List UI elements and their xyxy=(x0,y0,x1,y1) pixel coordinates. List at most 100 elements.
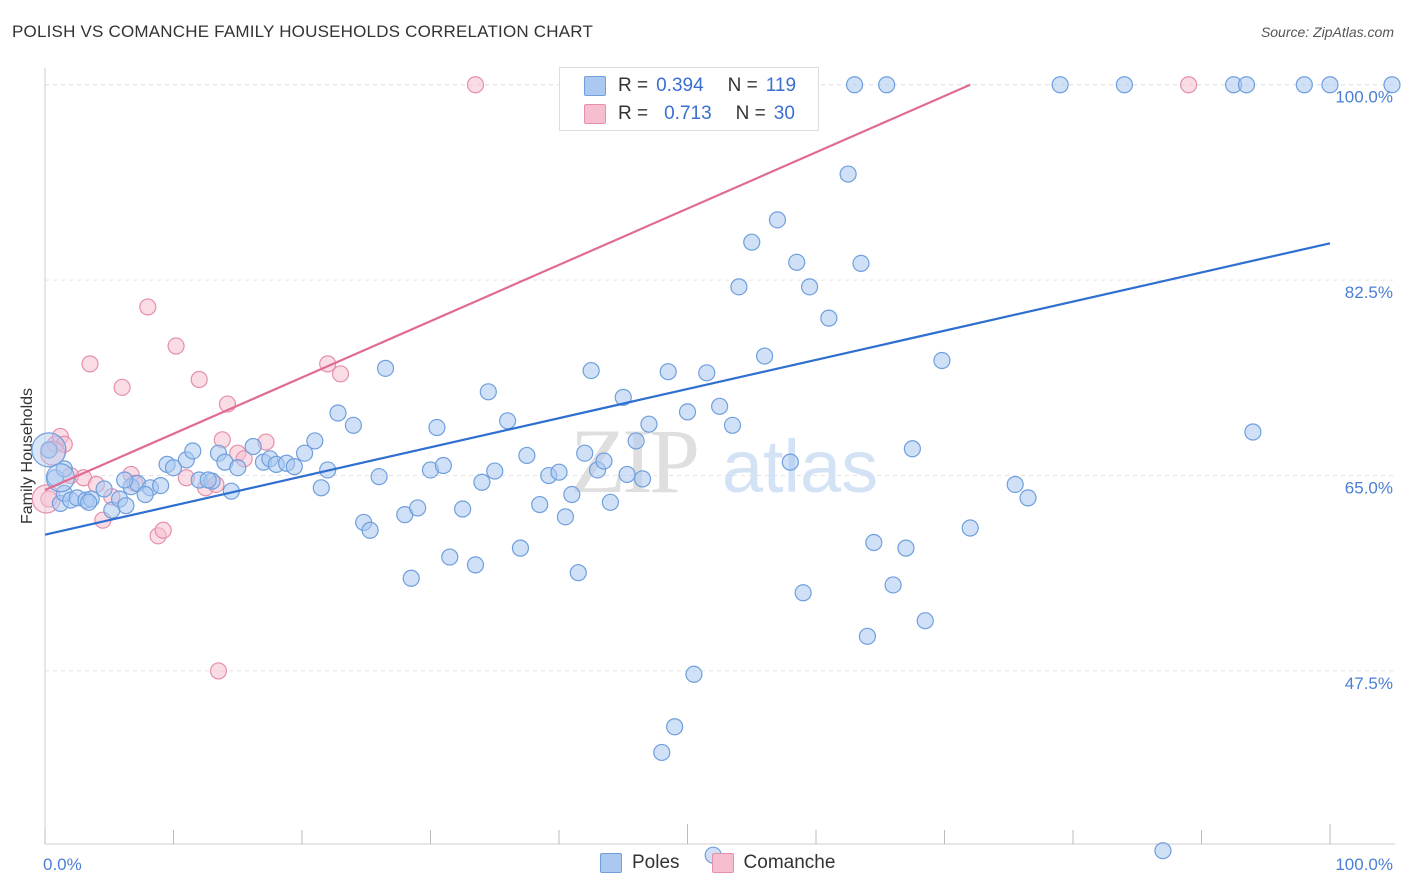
y-tick-label: 65.0% xyxy=(1345,479,1393,498)
poles-point xyxy=(473,473,491,491)
poles-point xyxy=(1115,76,1134,94)
poles-point xyxy=(1154,842,1172,860)
poles-point xyxy=(556,508,575,526)
poles-point xyxy=(117,497,135,515)
legend-item-poles[interactable]: Poles xyxy=(600,852,680,874)
poles-point xyxy=(306,432,324,450)
poles-point xyxy=(601,493,620,511)
comanche-points xyxy=(31,76,1198,680)
poles-point xyxy=(711,397,729,415)
poles-point xyxy=(531,495,549,514)
poles-point xyxy=(136,485,154,504)
poles-point xyxy=(794,584,812,602)
comanche-point xyxy=(113,378,131,396)
poles-point-large xyxy=(31,432,67,468)
comanche-point xyxy=(167,337,185,355)
poles-r-value: 0.394 xyxy=(656,75,704,96)
poles-point xyxy=(723,416,742,434)
poles-point xyxy=(768,211,787,229)
poles-point xyxy=(312,479,330,497)
comanche-r-value: 0.713 xyxy=(664,103,712,124)
poles-swatch xyxy=(584,76,606,96)
comanche-point xyxy=(331,365,350,383)
poles-point xyxy=(633,470,652,488)
legend-item-comanche[interactable]: Comanche xyxy=(711,852,835,874)
poles-point xyxy=(434,456,452,475)
poles-point xyxy=(376,359,395,377)
poles-point xyxy=(40,441,58,459)
poles-point xyxy=(755,347,774,365)
comanche-swatch xyxy=(584,104,606,124)
poles-legend-swatch xyxy=(600,853,622,873)
poles-point xyxy=(961,519,979,537)
poles-point xyxy=(344,416,362,434)
poles-point xyxy=(486,462,504,480)
watermark: ZIP atlas xyxy=(570,410,878,512)
comanche-point xyxy=(466,76,485,94)
poles-point xyxy=(730,278,748,296)
poles-point xyxy=(858,627,877,645)
poles-point xyxy=(845,76,864,94)
poles-point xyxy=(1237,76,1256,94)
poles-point xyxy=(199,471,217,489)
poles-point xyxy=(685,665,703,683)
poles-point xyxy=(80,493,98,511)
poles-point xyxy=(933,351,951,370)
poles-point xyxy=(618,465,636,484)
trend-lines xyxy=(44,83,1331,536)
grid-lines xyxy=(45,84,1395,672)
poles-point xyxy=(370,468,388,486)
poles-legend-label: Poles xyxy=(632,852,680,873)
poles-point xyxy=(1019,489,1037,507)
poles-r-label: R = xyxy=(618,75,649,96)
poles-point xyxy=(865,533,883,552)
poles-point xyxy=(499,412,517,430)
y-tick-label: 47.5% xyxy=(1345,674,1393,693)
poles-n-value: 119 xyxy=(765,75,797,96)
poles-point xyxy=(839,165,857,183)
poles-point xyxy=(653,743,671,762)
poles-point xyxy=(55,460,73,478)
poles-point xyxy=(244,437,262,456)
poles-point xyxy=(1295,76,1313,94)
comanche-trend-line xyxy=(44,83,971,492)
poles-point xyxy=(409,499,427,517)
tick-labels: 47.5% 65.0% 82.5% 100.0% 0.0% 100.0% xyxy=(43,88,1393,874)
watermark-zip: ZIP xyxy=(570,410,697,512)
comanche-r-label: R = xyxy=(618,103,649,124)
poles-point xyxy=(800,278,819,296)
comanche-point xyxy=(209,662,228,680)
legend-row-poles: R = 0.394 N = 119 xyxy=(584,74,796,98)
poles-point xyxy=(781,453,799,471)
poles-trend-line xyxy=(44,242,1331,536)
poles-point xyxy=(743,233,761,251)
comanche-point xyxy=(1180,76,1198,94)
poles-point xyxy=(576,444,594,462)
poles-n-label: N = xyxy=(727,75,758,96)
poles-point xyxy=(666,718,684,736)
poles-point xyxy=(329,404,347,422)
poles-point xyxy=(1244,423,1262,441)
series-legend: Poles Comanche xyxy=(600,852,867,874)
y-tick-label: 82.5% xyxy=(1345,283,1393,302)
poles-point xyxy=(698,364,716,382)
poles-point xyxy=(1006,475,1024,494)
poles-point xyxy=(884,576,902,594)
poles-point xyxy=(852,254,870,272)
comanche-n-value: 30 xyxy=(773,103,795,124)
chart-source: Source: ZipAtlas.com xyxy=(1260,24,1394,40)
poles-points xyxy=(31,76,1401,864)
poles-point xyxy=(95,480,113,498)
poles-point xyxy=(569,564,587,582)
poles-point xyxy=(897,539,915,557)
poles-point xyxy=(402,569,420,587)
poles-point xyxy=(152,476,170,495)
poles-point xyxy=(361,521,379,539)
poles-point xyxy=(466,556,485,574)
poles-point xyxy=(479,383,497,401)
poles-point xyxy=(229,459,247,477)
poles-point xyxy=(454,500,472,518)
poles-point xyxy=(614,388,632,406)
poles-point xyxy=(285,458,303,476)
poles-point xyxy=(678,403,697,421)
